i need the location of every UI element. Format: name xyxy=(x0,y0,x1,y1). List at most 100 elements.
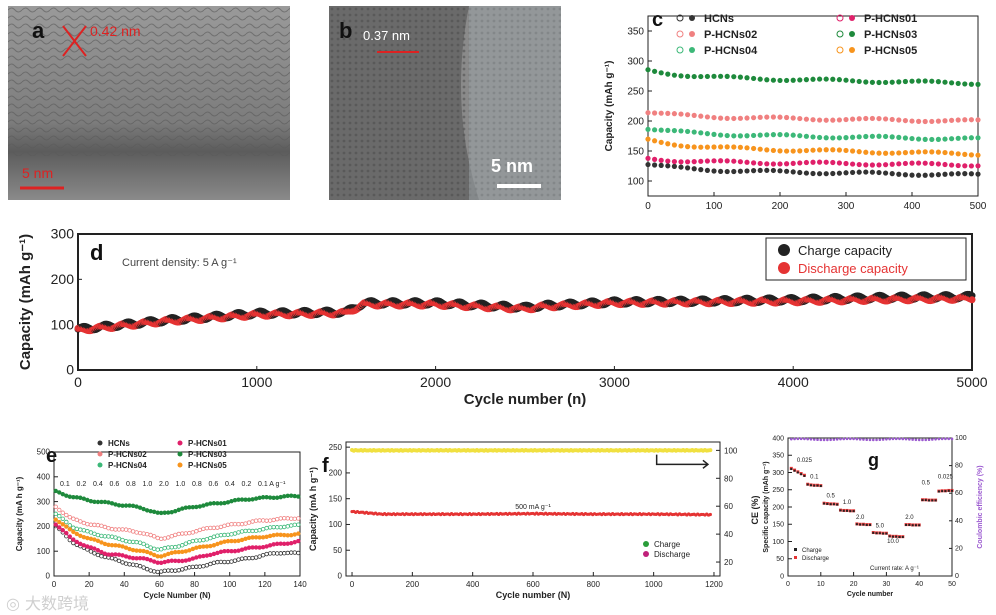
data-point xyxy=(92,537,97,542)
data-point xyxy=(257,528,262,533)
rate-label: 0.025 xyxy=(797,458,813,464)
data-point xyxy=(836,117,842,123)
data-point xyxy=(764,77,770,83)
data-point xyxy=(797,115,803,122)
charge-point xyxy=(842,509,845,512)
ce-point xyxy=(855,437,859,441)
x-tick-label: 0 xyxy=(645,201,651,212)
data-point xyxy=(863,162,869,168)
data-point xyxy=(123,561,129,566)
data-point xyxy=(144,549,150,555)
ce-point xyxy=(812,438,816,441)
data-point xyxy=(896,117,902,123)
data-point xyxy=(243,497,248,502)
data-point xyxy=(201,553,206,559)
charge-point xyxy=(836,503,839,506)
data-point xyxy=(962,81,968,87)
data-point xyxy=(757,114,763,120)
data-point xyxy=(883,79,889,86)
data-point xyxy=(229,548,234,554)
scale-label: 5 nm xyxy=(22,165,53,181)
data-point xyxy=(751,145,757,152)
data-point xyxy=(289,493,294,498)
x-tick-label: 1000 xyxy=(645,580,663,589)
data-point xyxy=(856,169,862,175)
data-point xyxy=(797,77,803,83)
legend-label-discharge: Discharge xyxy=(802,556,830,562)
x-tick-label: 100 xyxy=(706,201,723,212)
ce-point xyxy=(845,437,849,441)
legend-label-discharge: Discharge xyxy=(654,550,691,559)
ce-point xyxy=(708,448,713,453)
watermark-icon: ◎ xyxy=(6,594,26,613)
data-point xyxy=(810,134,816,140)
data-point xyxy=(790,169,796,175)
data-point xyxy=(109,542,115,548)
data-point xyxy=(916,78,922,84)
data-point xyxy=(78,541,83,547)
data-point xyxy=(250,528,255,534)
x-tick-label: 0 xyxy=(350,580,355,589)
ce-point xyxy=(826,438,829,442)
charge-point xyxy=(809,484,812,487)
data-point xyxy=(685,112,691,118)
x-tick-label: 1000 xyxy=(241,374,272,390)
data-point xyxy=(691,166,697,172)
data-point xyxy=(896,134,902,140)
chart-f-marks: 500 mA g⁻¹ xyxy=(350,447,713,517)
legend-label: P-HCNs05 xyxy=(864,45,917,57)
data-point xyxy=(836,170,842,176)
data-point xyxy=(922,172,928,178)
data-point xyxy=(797,133,803,139)
data-point xyxy=(162,553,167,558)
y-tick-label: 250 xyxy=(329,443,343,452)
legend-label: HCNs xyxy=(704,13,734,25)
data-point xyxy=(671,142,677,148)
data-point xyxy=(645,67,651,73)
data-point xyxy=(64,519,69,525)
y-tick-label: 300 xyxy=(772,470,784,477)
rate-label: 1.0 xyxy=(176,481,186,488)
data-point xyxy=(201,563,206,569)
y-tick-label: 50 xyxy=(776,556,784,563)
data-point xyxy=(155,510,160,515)
data-point xyxy=(757,146,763,152)
data-point xyxy=(85,529,90,534)
data-point xyxy=(236,557,241,562)
data-point xyxy=(777,148,783,154)
data-point xyxy=(292,539,297,545)
legend-label: P-HCNs05 xyxy=(188,461,227,470)
data-point xyxy=(645,136,651,142)
data-point xyxy=(909,118,915,124)
data-point xyxy=(823,147,829,153)
rate-label: 0.8 xyxy=(126,481,136,488)
chart-c: c 0 100 200 300 400 500 100 150 200 250 300 350 Capa… xyxy=(604,9,987,212)
y-tick-label: 400 xyxy=(37,472,51,481)
data-point xyxy=(889,79,895,85)
y-tick-label: 50 xyxy=(333,546,342,555)
data-point xyxy=(113,552,118,557)
data-point xyxy=(817,159,823,165)
data-point xyxy=(85,497,90,503)
data-point xyxy=(74,526,80,532)
legend-label-charge: Charge xyxy=(654,540,681,549)
data-point xyxy=(902,135,908,141)
data-point xyxy=(296,550,301,556)
data-point xyxy=(102,551,108,556)
data-point xyxy=(274,541,280,546)
data-point xyxy=(916,172,922,178)
data-point xyxy=(169,534,174,539)
data-point xyxy=(166,510,171,515)
legend-marker-open xyxy=(676,14,684,22)
data-point xyxy=(187,530,192,536)
charge-point xyxy=(819,484,822,487)
data-point xyxy=(678,143,684,149)
legend-marker xyxy=(689,15,695,21)
data-point xyxy=(652,68,658,74)
data-point xyxy=(909,78,915,84)
data-point xyxy=(962,135,968,141)
data-point xyxy=(744,75,750,81)
data-point xyxy=(876,150,882,156)
data-point xyxy=(253,545,259,550)
discharge-point xyxy=(968,296,976,304)
